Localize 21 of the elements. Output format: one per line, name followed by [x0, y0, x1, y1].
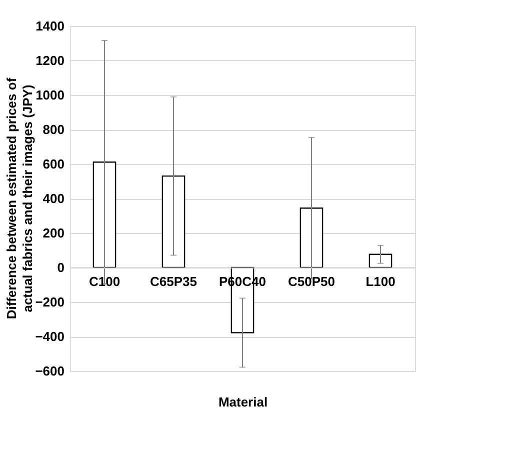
y-tick-label: −400: [35, 329, 64, 344]
y-tick-label: 1000: [36, 88, 64, 102]
y-axis-title: Difference between estimated prices of actual fabrics and their images (JPY): [4, 77, 35, 320]
y-tick-label: 200: [42, 226, 64, 240]
bar: [368, 254, 392, 268]
x-tick-label: C100: [88, 274, 120, 289]
bar: [162, 175, 186, 268]
bar: [92, 162, 116, 268]
x-tick-label: C50P50: [288, 274, 335, 289]
y-tick-label: −600: [35, 364, 64, 378]
y-tick-label: 800: [42, 122, 64, 137]
x-axis-title: Material: [218, 394, 268, 410]
y-tick-label: 1200: [36, 53, 64, 68]
y-tick-label: 1400: [36, 18, 64, 34]
x-tick-label: C65P35: [150, 274, 197, 289]
y-tick-label: 600: [42, 156, 64, 172]
y-tick-label: 0: [57, 260, 64, 275]
y-tick-label: −200: [35, 294, 64, 310]
y-tick-label: 400: [42, 191, 64, 206]
bar: [300, 208, 324, 268]
x-tick-label: L100: [366, 274, 396, 289]
